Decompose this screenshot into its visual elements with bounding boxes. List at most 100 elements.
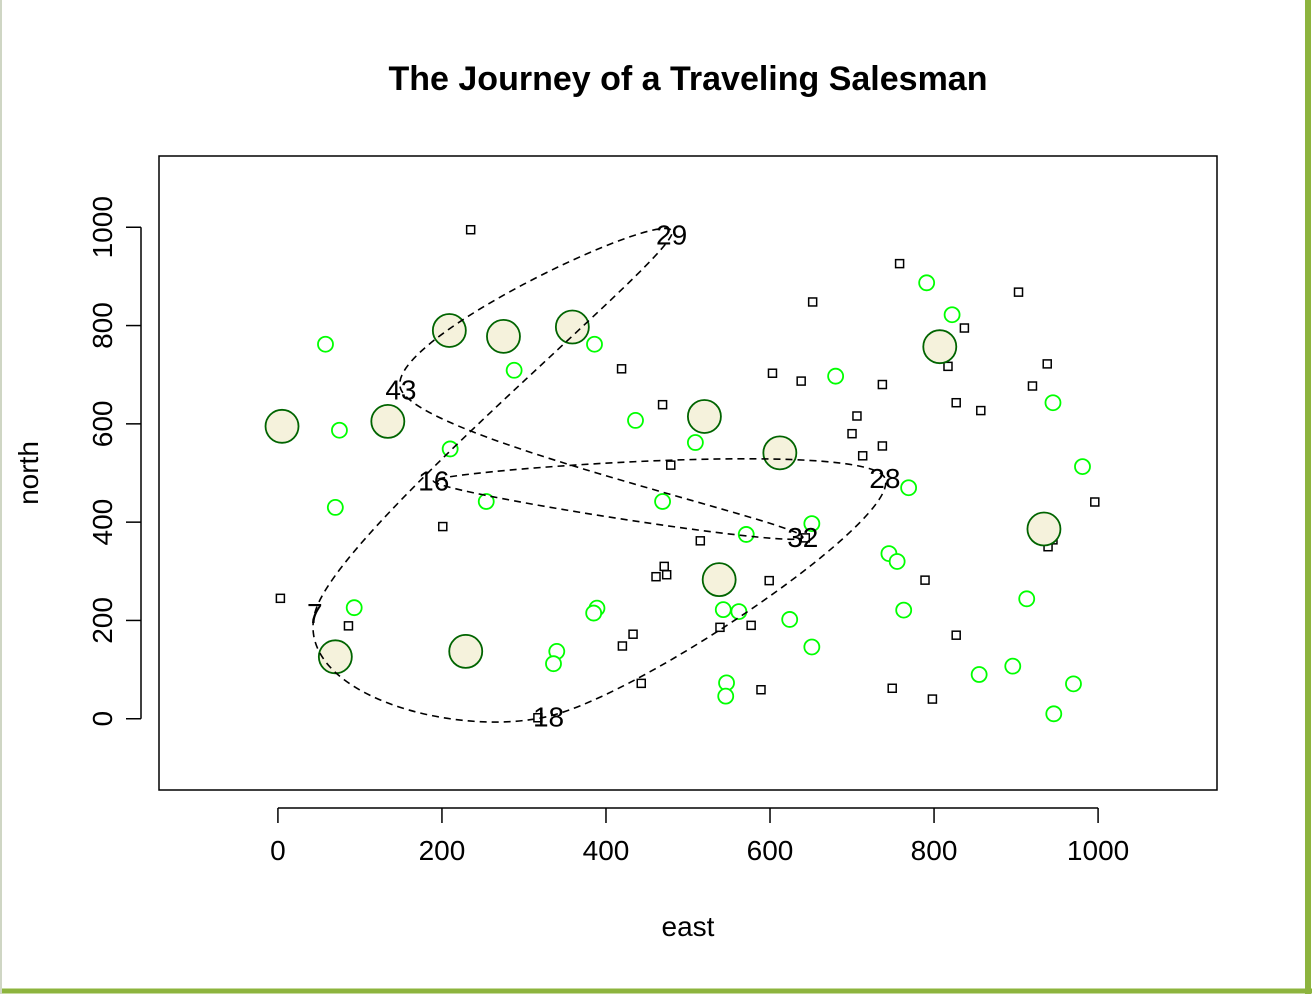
y-tick-label: 800: [87, 302, 118, 349]
square-point: [959, 323, 970, 333]
square-point: [951, 630, 961, 640]
small-circle-point: [1004, 657, 1022, 675]
square-point: [1027, 381, 1038, 391]
small-circle-point: [326, 499, 344, 516]
square-point: [343, 621, 354, 631]
data-points: [264, 224, 1100, 723]
square-point: [877, 379, 888, 390]
square-point: [659, 561, 669, 572]
small-circle-point: [317, 335, 334, 353]
x-tick-label: 800: [911, 835, 958, 866]
small-circle-point: [1044, 394, 1062, 412]
small-circle-point: [1065, 675, 1082, 693]
small-circle-point: [803, 515, 821, 533]
large-circle-point: [370, 403, 406, 439]
square-point: [1090, 497, 1100, 507]
square-point: [746, 620, 756, 631]
small-circle-point: [441, 440, 459, 458]
chart-title: The Journey of a Traveling Salesman: [389, 60, 988, 98]
x-axis-label: east: [662, 911, 715, 942]
square-point: [756, 684, 766, 695]
small-circle-point: [585, 604, 603, 622]
small-circle-point: [586, 335, 603, 353]
small-circle-point: [717, 687, 735, 705]
small-circle-point: [1074, 458, 1091, 476]
small-circle-point: [888, 553, 906, 570]
square-point: [1013, 287, 1024, 297]
square-point: [894, 258, 905, 269]
small-circle-point: [331, 421, 348, 439]
plot-area: [158, 155, 1218, 791]
large-circle-point: [317, 639, 353, 675]
small-circle-point: [505, 361, 523, 379]
x-tick-label: 1000: [1067, 835, 1129, 866]
route-stop-label: 16: [418, 465, 449, 496]
y-axis-label: north: [13, 441, 44, 505]
large-circle-point: [762, 435, 798, 471]
square-point: [438, 521, 448, 532]
y-tick-label: 1000: [87, 196, 118, 258]
small-circle-point: [730, 603, 748, 620]
large-circle-point: [431, 313, 467, 348]
small-circle-point: [345, 599, 363, 617]
small-circle-point: [803, 638, 821, 656]
small-circle-point: [781, 611, 799, 628]
large-circle-point: [264, 408, 300, 444]
x-tick-label: 0: [270, 835, 286, 866]
square-point: [657, 399, 668, 410]
square-point: [666, 460, 676, 470]
small-circle-point: [714, 601, 732, 619]
square-point: [920, 575, 930, 585]
large-circle-point: [687, 399, 722, 434]
route-stop-label: 28: [869, 463, 900, 494]
square-point: [617, 641, 628, 651]
large-circle-point: [701, 562, 737, 598]
square-point: [1042, 359, 1052, 369]
small-circle-point: [895, 601, 913, 619]
small-circle-point: [686, 434, 704, 451]
square-point: [951, 397, 961, 408]
x-tick-label: 200: [419, 835, 466, 866]
large-circle-point: [922, 329, 958, 365]
square-point: [943, 361, 953, 372]
small-circle-point: [1045, 705, 1063, 723]
square-point: [852, 411, 862, 421]
route-stop-label: 7: [307, 598, 323, 629]
square-point: [796, 376, 806, 386]
square-point: [616, 364, 627, 374]
small-circle-point: [737, 526, 755, 543]
square-point: [465, 224, 476, 235]
square-point: [628, 629, 638, 639]
small-circle-point: [827, 367, 845, 385]
square-point: [651, 571, 661, 582]
small-circle-point: [477, 493, 495, 510]
small-circle-point: [943, 306, 961, 324]
square-point: [275, 593, 286, 604]
route-stop-label: 29: [656, 220, 687, 251]
x-tick-label: 400: [583, 835, 630, 866]
x-axis: 0 200 400 600 800 1000: [270, 807, 1129, 866]
route-stop-label: 18: [533, 701, 564, 732]
small-circle-point: [900, 479, 918, 497]
y-axis: 0 200 400 600 800 1000: [87, 196, 142, 727]
y-tick-label: 600: [87, 400, 118, 447]
route-path: [312, 227, 887, 723]
square-point: [807, 297, 818, 307]
large-circle-point: [1026, 511, 1062, 547]
square-point: [887, 683, 897, 694]
square-point: [877, 441, 888, 451]
large-circle-point: [486, 318, 521, 354]
small-circle-point: [918, 274, 936, 292]
route-line: [312, 227, 887, 723]
square-point: [927, 694, 938, 704]
square-point: [764, 575, 774, 586]
square-point: [661, 569, 672, 580]
square-point: [767, 368, 778, 378]
x-tick-label: 600: [747, 835, 794, 866]
y-tick-label: 0: [87, 711, 118, 727]
square-point: [695, 536, 706, 546]
square-point: [857, 451, 868, 461]
